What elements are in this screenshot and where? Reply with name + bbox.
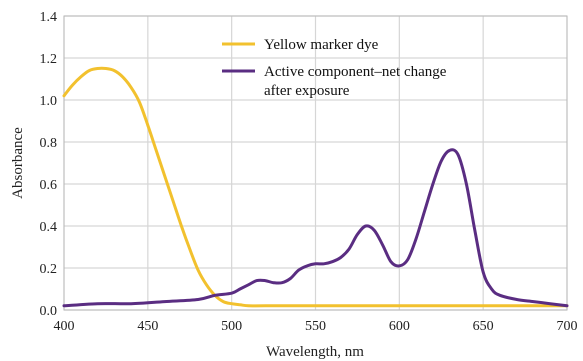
x-tick-label-700: 700 [557,319,578,334]
legend-label-yellow-marker-dye: Yellow marker dye [264,37,379,53]
x-axis-label: Wavelength, nm [266,344,364,360]
x-tick-label-550: 550 [305,319,326,334]
series-layer [62,66,569,308]
x-tick-label-400: 400 [54,319,75,334]
y-tick-label-0.8: 0.8 [40,136,58,151]
legend-label-line-1: Active component–net change [264,64,447,80]
legend-label-line-2: after exposure [264,83,350,99]
y-tick-label-1.2: 1.2 [40,52,58,67]
x-tick-label-500: 500 [221,319,242,334]
grid-lines [63,15,568,311]
legend-label-active-component: Active component–net change after exposu… [264,64,450,99]
legend: Yellow marker dye Active component–net c… [222,37,450,99]
y-tick-label-1.0: 1.0 [40,94,58,109]
y-tick-label-0.2: 0.2 [40,262,58,277]
series-line-yellow-marker-dye [62,66,569,308]
x-tick-label-650: 650 [473,319,494,334]
series-line-active-component [62,148,569,308]
y-tick-label-0.0: 0.0 [40,304,58,319]
y-tick-label-1.4: 1.4 [40,10,58,25]
y-tick-label-0.4: 0.4 [40,220,58,235]
tick-labels: 400 450 500 550 600 650 700 0.0 0.2 0.4 0.6 0.8 1.0 1… [40,10,578,334]
x-tick-label-450: 450 [137,319,158,334]
y-axis-label: Absorbance [10,127,26,199]
y-tick-label-0.6: 0.6 [40,178,58,193]
x-tick-label-600: 600 [389,319,410,334]
plot-frame [63,15,568,311]
